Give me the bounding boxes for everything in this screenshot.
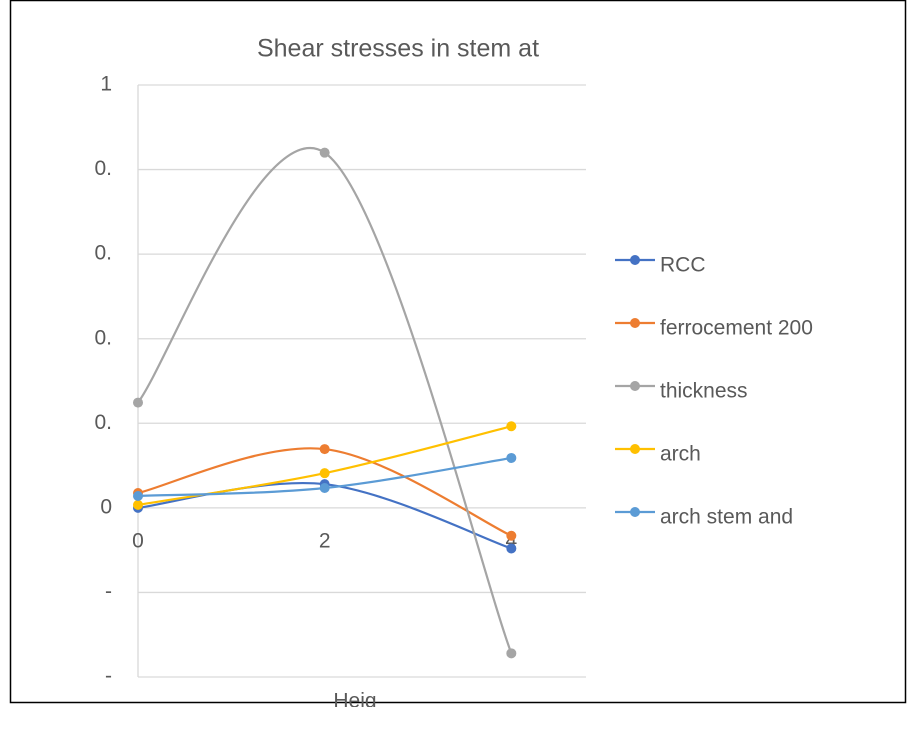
data-point [506,648,517,659]
legend-marker [630,318,640,328]
title-group: Shear stresses in stem at [257,35,539,63]
data-point [319,147,330,158]
y-tick-label: 0. [94,326,112,349]
legend-label: thickness [660,380,748,403]
data-point [319,444,330,455]
y-tick-label: 0. [94,157,112,180]
data-point [133,397,143,408]
legend-marker [630,507,640,517]
y-tick-label: 0 [100,495,112,518]
legend-label: ferrocement 200 [660,317,813,340]
data-point [506,421,517,432]
data-point [506,543,517,554]
legend-marker [630,255,640,265]
series-line [137,147,513,654]
x-axis-label: Heig [333,690,376,713]
data-point [319,468,330,479]
legend-label: RCC [660,254,706,277]
legend-marker [630,444,640,454]
legend-label: arch [660,443,701,466]
legend-marker [630,381,640,391]
frame [9,0,907,704]
y-tick-label: - [105,580,112,603]
y-tick-label: 0. [94,411,112,434]
data-point [506,530,517,541]
data-point [133,499,143,510]
chart-title: Shear stresses in stem at [257,35,539,63]
data-point [506,452,517,463]
data-point [133,491,143,502]
x-label-group: Heig [333,690,376,713]
y-tick-label: - [105,665,112,688]
legend-label: arch stem and [660,506,793,529]
data-point [319,482,330,493]
x-tick-label: 2 [319,529,331,552]
x-tick-label: 0 [132,529,144,552]
y-tick-label: 0. [94,242,112,265]
y-tick-label: 1 [100,73,112,96]
series-line [137,425,512,506]
